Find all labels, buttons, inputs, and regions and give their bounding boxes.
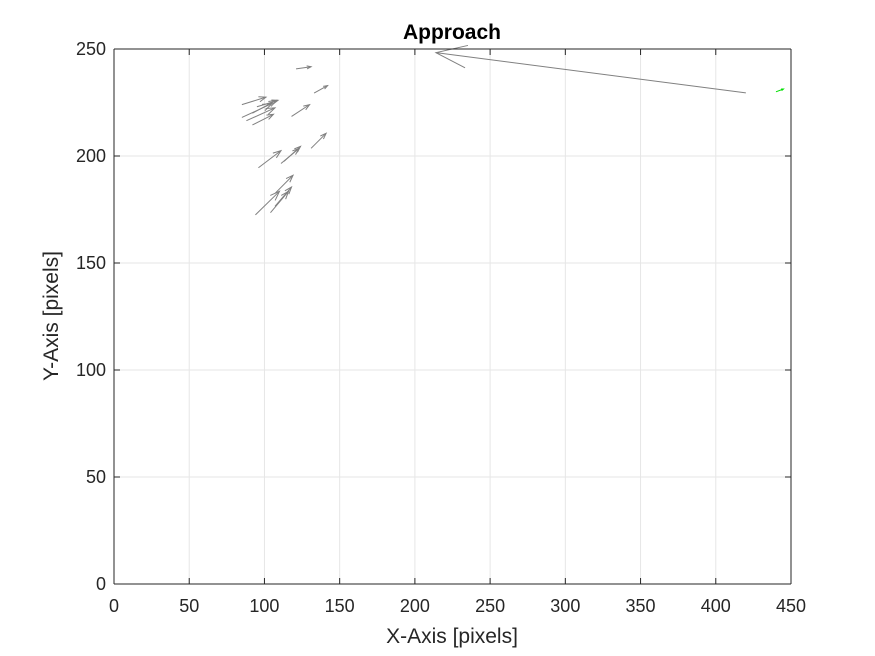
arrow-shaft <box>283 145 301 162</box>
arrow-head <box>322 84 329 90</box>
arrow-shaft <box>258 150 282 169</box>
quiver-arrow <box>252 113 275 126</box>
arrow-shaft <box>246 107 276 122</box>
arrow-shaft <box>255 190 280 216</box>
quiver-arrow <box>283 145 302 162</box>
arrow-shaft <box>313 85 328 94</box>
arrow-head <box>265 107 277 115</box>
x-tick-label: 100 <box>249 596 279 616</box>
x-tick-label: 150 <box>325 596 355 616</box>
quiver-arrow <box>295 65 313 70</box>
x-tick-label: 50 <box>179 596 199 616</box>
arrow-shaft <box>270 190 289 214</box>
quiver-arrow <box>434 44 746 94</box>
arrow-head <box>280 190 290 200</box>
arrow-shaft <box>274 174 294 194</box>
arrow-head <box>285 174 295 183</box>
y-axis-label: Y-Axis [pixels] <box>40 251 63 381</box>
arrow-shaft <box>274 186 292 207</box>
arrows <box>241 44 785 216</box>
arrow-shaft <box>241 96 267 106</box>
quiver-arrow <box>246 107 277 122</box>
arrow-shaft <box>435 52 746 94</box>
arrow-head <box>306 65 313 70</box>
quiver-arrow <box>775 88 785 93</box>
arrow-head <box>262 102 274 111</box>
arrow-head <box>270 190 281 201</box>
arrow-head <box>434 44 469 69</box>
arrow-head <box>258 96 268 103</box>
arrow-head <box>271 99 280 105</box>
quiver-arrow <box>241 96 268 106</box>
x-axis-label: X-Axis [pixels] <box>386 625 518 648</box>
quiver-arrow <box>241 102 274 118</box>
quiver-arrow <box>291 103 311 117</box>
x-tick-label: 250 <box>475 596 505 616</box>
y-tick-label: 150 <box>76 253 106 273</box>
arrow-head <box>303 103 311 111</box>
axes: 0 50 100 150 200 250 300 350 400 450 0 50 100 150 200 2… <box>76 39 806 616</box>
x-tick-label: 450 <box>776 596 806 616</box>
arrow-shaft <box>291 104 310 117</box>
arrow-head <box>320 132 328 140</box>
x-tick-label: 200 <box>400 596 430 616</box>
x-tick-label: 350 <box>626 596 656 616</box>
quiver-arrow <box>313 84 329 94</box>
y-tick-label: 50 <box>86 467 106 487</box>
y-tick-label: 0 <box>96 574 106 594</box>
y-tick-label: 250 <box>76 39 106 59</box>
x-tick-label: 0 <box>109 596 119 616</box>
arrow-shaft <box>241 103 273 118</box>
quiver-arrow <box>270 190 290 214</box>
quiver-arrow <box>255 190 281 216</box>
x-tick-label: 300 <box>550 596 580 616</box>
arrow-head <box>284 185 293 195</box>
plot-area <box>114 49 791 584</box>
chart-title: Approach <box>403 21 501 44</box>
arrow-head <box>781 88 785 91</box>
labels: Approach X-Axis [pixels] Y-Axis [pixels] <box>40 21 518 648</box>
arrow-head <box>294 145 302 153</box>
y-tick-label: 100 <box>76 360 106 380</box>
arrow-head <box>272 149 283 159</box>
arrow-shaft <box>252 113 274 126</box>
arrow-head <box>266 113 275 120</box>
quiver-arrow <box>274 174 295 194</box>
quiver-arrow <box>258 149 283 169</box>
quiver-arrow <box>274 185 293 207</box>
y-tick-label: 200 <box>76 146 106 166</box>
x-tick-label: 400 <box>701 596 731 616</box>
arrow-shaft <box>310 132 327 149</box>
arrow-shaft <box>295 66 312 70</box>
quiver-arrow <box>310 132 328 149</box>
